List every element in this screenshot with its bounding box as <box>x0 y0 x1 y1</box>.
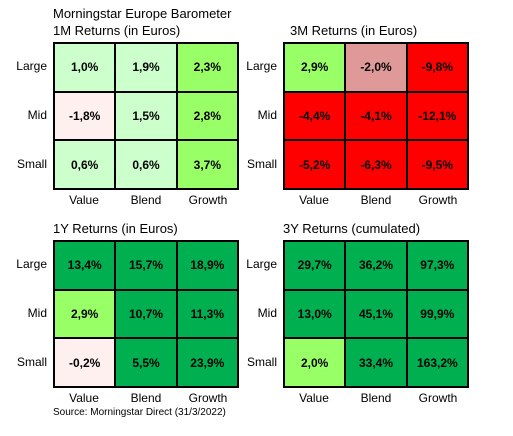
column-label-value: Value <box>299 391 329 405</box>
heatmap-cell-small-blend: 33,4% <box>345 338 407 387</box>
row-label-mid: Mid <box>257 306 277 320</box>
row-label-small: Small <box>246 157 277 172</box>
heatmap-cell-mid-blend: 45,1% <box>345 289 407 339</box>
heatmap-cell-large-blend: -2,0% <box>345 43 407 92</box>
heatmap-cell-small-blend: 0,6% <box>115 140 177 189</box>
row-label-large: Large <box>246 256 277 271</box>
heatmap-cell-mid-value: -4,4% <box>284 91 346 141</box>
column-label-blend: Blend <box>360 193 392 207</box>
row-label-small: Small <box>16 157 47 172</box>
row-label-small: Small <box>246 355 277 370</box>
panel-title-3m-returns-in-euros: 3M Returns (in Euros) <box>290 23 418 38</box>
heatmap-grid-3y-returns-cumulated: 29,7% 36,2% 97,3% 13,0% 45,1% 99,9% 2,0% 33,4% 1… <box>283 240 469 388</box>
heatmap-cell-mid-blend: 1,5% <box>115 91 177 141</box>
heatmap-cell-large-growth: 97,3% <box>406 241 468 290</box>
heatmap-cell-large-value: 1,0% <box>54 43 116 92</box>
page-title: Morningstar Europe Barometer <box>53 6 232 21</box>
row-label-small: Small <box>16 355 47 370</box>
panel-title-1y-returns-in-euros: 1Y Returns (in Euros) <box>53 221 178 236</box>
heatmap-cell-large-growth: -9,8% <box>406 43 468 92</box>
heatmap-cell-mid-value: 2,9% <box>54 289 116 339</box>
column-label-value: Value <box>299 193 329 207</box>
heatmap-cell-mid-growth: 11,3% <box>176 289 238 339</box>
heatmap-cell-large-value: 29,7% <box>284 241 346 290</box>
column-label-blend: Blend <box>360 391 392 405</box>
heatmap-cell-mid-growth: 2,8% <box>176 91 238 141</box>
row-label-large: Large <box>16 256 47 271</box>
source-note: Source: Morningstar Direct (31/3/2022) <box>53 407 226 418</box>
column-label-growth: Growth <box>418 193 458 207</box>
heatmap-cell-small-value: 2,0% <box>284 338 346 387</box>
heatmap-cell-small-growth: 163,2% <box>406 338 468 387</box>
row-label-mid: Mid <box>257 108 277 122</box>
heatmap-cell-large-blend: 15,7% <box>115 241 177 290</box>
heatmap-cell-mid-blend: 10,7% <box>115 289 177 339</box>
heatmap-grid-1y-returns-in-euros: 13,4% 15,7% 18,9% 2,9% 10,7% 11,3% -0,2% 5,5% 23… <box>53 240 239 388</box>
column-label-value: Value <box>69 193 99 207</box>
heatmap-cell-mid-value: -1,8% <box>54 91 116 141</box>
heatmap-cell-small-value: -0,2% <box>54 338 116 387</box>
heatmap-cell-small-blend: 5,5% <box>115 338 177 387</box>
heatmap-cell-large-blend: 36,2% <box>345 241 407 290</box>
heatmap-cell-small-blend: -6,3% <box>345 140 407 189</box>
column-label-growth: Growth <box>188 193 228 207</box>
heatmap-cell-small-value: -5,2% <box>284 140 346 189</box>
heatmap-cell-large-value: 2,9% <box>284 43 346 92</box>
heatmap-cell-mid-value: 13,0% <box>284 289 346 339</box>
row-label-mid: Mid <box>27 108 47 122</box>
panel-title-3y-returns-cumulated: 3Y Returns (cumulated) <box>283 221 421 236</box>
panel-title-1m-returns-in-euros: 1M Returns (in Euros) <box>53 23 181 38</box>
heatmap-cell-large-growth: 18,9% <box>176 241 238 290</box>
column-label-value: Value <box>69 391 99 405</box>
heatmap-cell-mid-growth: 99,9% <box>406 289 468 339</box>
column-label-growth: Growth <box>188 391 228 405</box>
row-label-large: Large <box>246 58 277 73</box>
heatmap-cell-large-value: 13,4% <box>54 241 116 290</box>
heatmap-cell-mid-blend: -4,1% <box>345 91 407 141</box>
heatmap-cell-mid-growth: -12,1% <box>406 91 468 141</box>
heatmap-cell-small-growth: 3,7% <box>176 140 238 189</box>
heatmap-cell-large-growth: 2,3% <box>176 43 238 92</box>
heatmap-grid-1m-returns-in-euros: 1,0% 1,9% 2,3% -1,8% 1,5% 2,8% 0,6% 0,6% 3,7% <box>53 42 239 190</box>
heatmap-cell-large-blend: 1,9% <box>115 43 177 92</box>
column-label-growth: Growth <box>418 391 458 405</box>
heatmap-grid-3m-returns-in-euros: 2,9% -2,0% -9,8% -4,4% -4,1% -12,1% -5,2% -6,3%… <box>283 42 469 190</box>
heatmap-cell-small-growth: 23,9% <box>176 338 238 387</box>
row-label-large: Large <box>16 58 47 73</box>
column-label-blend: Blend <box>130 193 162 207</box>
row-label-mid: Mid <box>27 306 47 320</box>
heatmap-cell-small-growth: -9,5% <box>406 140 468 189</box>
heatmap-cell-small-value: 0,6% <box>54 140 116 189</box>
column-label-blend: Blend <box>130 391 162 405</box>
